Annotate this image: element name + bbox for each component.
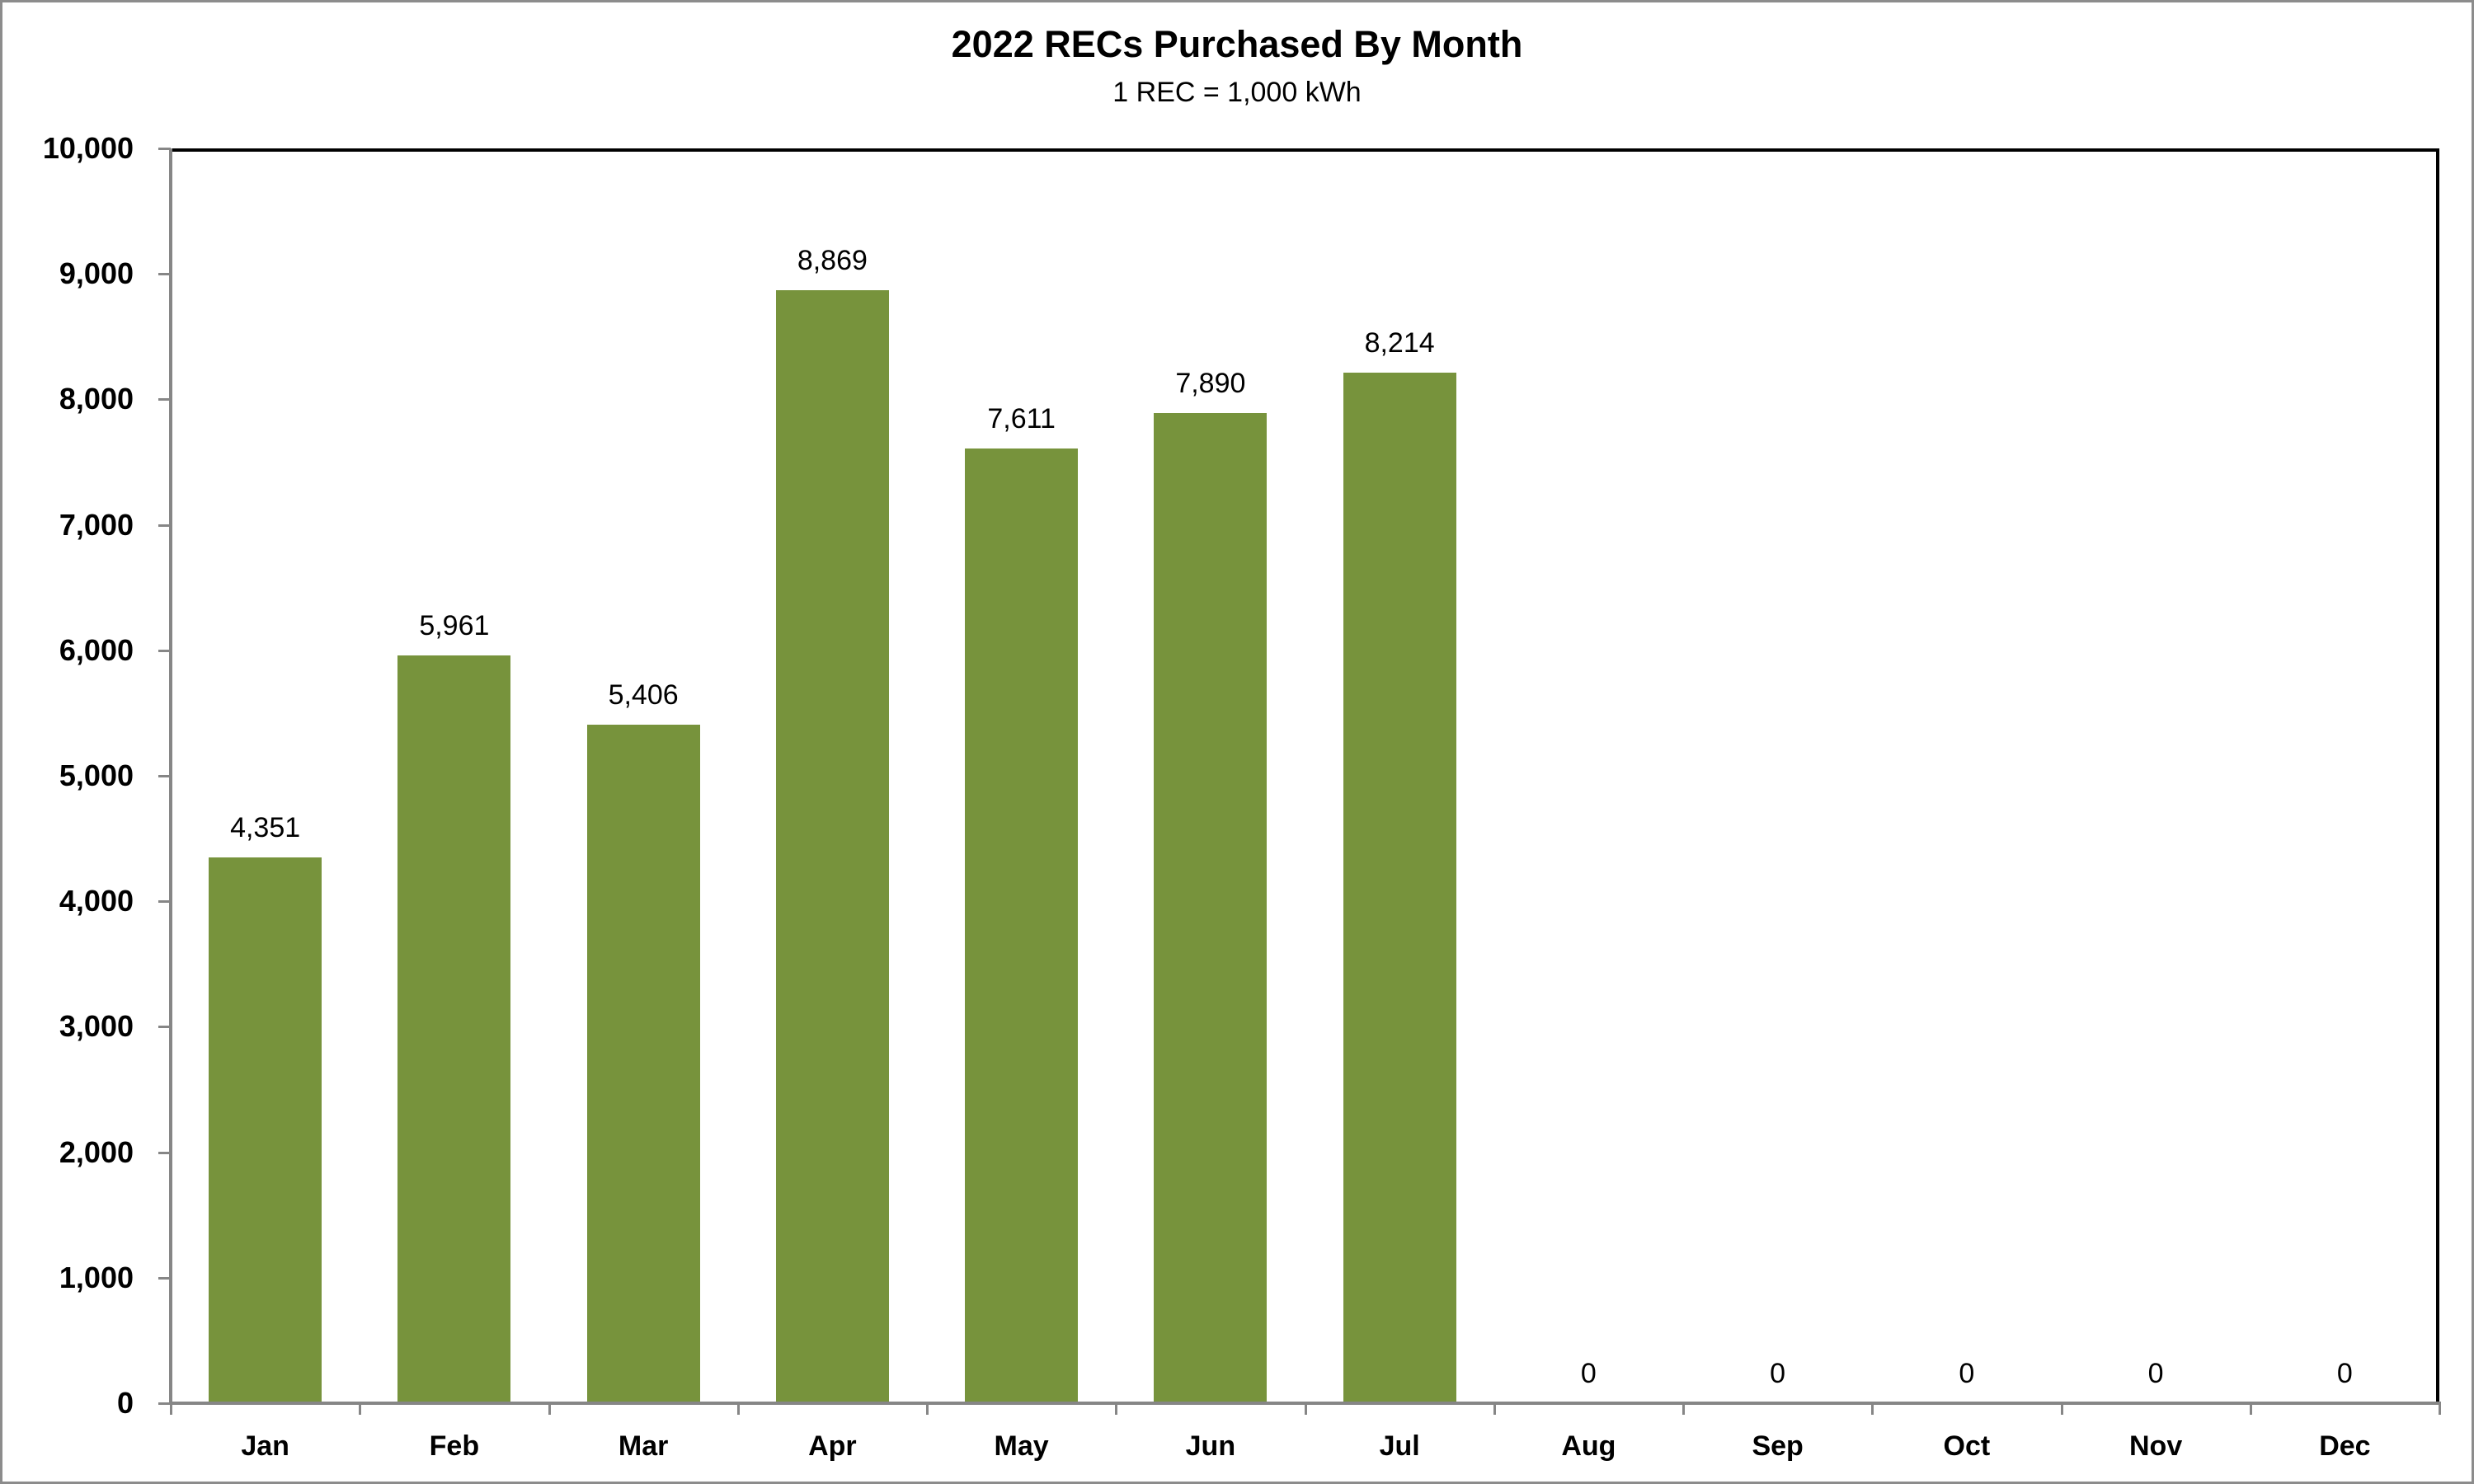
y-tick-label: 6,000 bbox=[59, 632, 134, 667]
x-category-label: Dec bbox=[2319, 1430, 2371, 1462]
y-tick-mark bbox=[158, 649, 171, 652]
x-tick-mark bbox=[170, 1403, 172, 1415]
x-tick-mark bbox=[548, 1403, 551, 1415]
data-label: 0 bbox=[1959, 1358, 1975, 1389]
data-label: 4,351 bbox=[230, 811, 301, 843]
y-tick-label: 2,000 bbox=[59, 1134, 134, 1169]
x-category-label: Sep bbox=[1752, 1430, 1804, 1462]
y-tick-mark bbox=[158, 1151, 171, 1154]
plot-area bbox=[171, 148, 2439, 1403]
y-tick-mark bbox=[158, 1026, 171, 1029]
x-tick-mark bbox=[926, 1403, 929, 1415]
bar-jun bbox=[1154, 413, 1268, 1403]
x-category-label: Feb bbox=[429, 1430, 480, 1462]
y-tick-label: 4,000 bbox=[59, 884, 134, 918]
data-label: 5,406 bbox=[608, 679, 679, 711]
data-label: 0 bbox=[1580, 1358, 1597, 1389]
y-tick-label: 10,000 bbox=[42, 131, 134, 165]
bar-jul bbox=[1343, 372, 1456, 1403]
y-axis-line bbox=[169, 148, 172, 1405]
data-label: 8,869 bbox=[797, 245, 868, 277]
x-tick-mark bbox=[359, 1403, 362, 1415]
x-category-label: Mar bbox=[618, 1430, 669, 1462]
bar-apr bbox=[775, 290, 889, 1403]
x-category-label: Oct bbox=[1943, 1430, 1991, 1462]
x-category-label: Aug bbox=[1561, 1430, 1616, 1462]
y-tick-mark bbox=[158, 1276, 171, 1280]
y-tick-mark bbox=[158, 1402, 171, 1405]
chart-title: 2022 RECs Purchased By Month bbox=[951, 23, 1523, 65]
data-label: 5,961 bbox=[419, 609, 490, 641]
data-label: 7,611 bbox=[987, 402, 1056, 434]
y-tick-label: 9,000 bbox=[59, 256, 134, 291]
y-tick-mark bbox=[158, 148, 171, 150]
x-tick-mark bbox=[1682, 1403, 1685, 1415]
data-label: 0 bbox=[2336, 1358, 2353, 1389]
y-tick-label: 3,000 bbox=[59, 1009, 134, 1044]
data-label: 0 bbox=[2147, 1358, 2164, 1389]
x-category-label: Nov bbox=[2129, 1430, 2183, 1462]
y-tick-mark bbox=[158, 775, 171, 777]
bar-feb bbox=[397, 655, 511, 1403]
y-tick-label: 0 bbox=[116, 1386, 134, 1420]
data-label: 8,214 bbox=[1364, 326, 1435, 359]
bar-mar bbox=[586, 725, 700, 1403]
y-tick-label: 7,000 bbox=[59, 507, 134, 542]
data-label: 7,890 bbox=[1175, 368, 1246, 400]
data-label: 0 bbox=[1770, 1358, 1786, 1389]
chart-subtitle: 1 REC = 1,000 kWh bbox=[1112, 77, 1362, 108]
bar-may bbox=[965, 448, 1079, 1403]
y-tick-mark bbox=[158, 398, 171, 402]
x-category-label: Jul bbox=[1379, 1430, 1420, 1462]
y-tick-label: 1,000 bbox=[59, 1260, 134, 1294]
x-tick-mark bbox=[1304, 1403, 1307, 1415]
y-tick-mark bbox=[158, 273, 171, 276]
y-tick-mark bbox=[158, 524, 171, 527]
x-tick-mark bbox=[1871, 1403, 1874, 1415]
x-category-label: May bbox=[994, 1430, 1049, 1462]
y-tick-label: 5,000 bbox=[59, 758, 134, 792]
x-category-label: Apr bbox=[808, 1430, 857, 1462]
bar-jan bbox=[209, 857, 322, 1403]
x-tick-mark bbox=[2439, 1403, 2441, 1415]
x-tick-mark bbox=[2060, 1403, 2063, 1415]
x-tick-mark bbox=[1115, 1403, 1118, 1415]
x-category-label: Jun bbox=[1185, 1430, 1236, 1462]
x-tick-mark bbox=[736, 1403, 740, 1415]
x-tick-mark bbox=[1493, 1403, 1496, 1415]
x-category-label: Jan bbox=[241, 1430, 289, 1462]
y-tick-label: 8,000 bbox=[59, 382, 134, 416]
y-tick-mark bbox=[158, 900, 171, 904]
x-tick-mark bbox=[2249, 1403, 2252, 1415]
